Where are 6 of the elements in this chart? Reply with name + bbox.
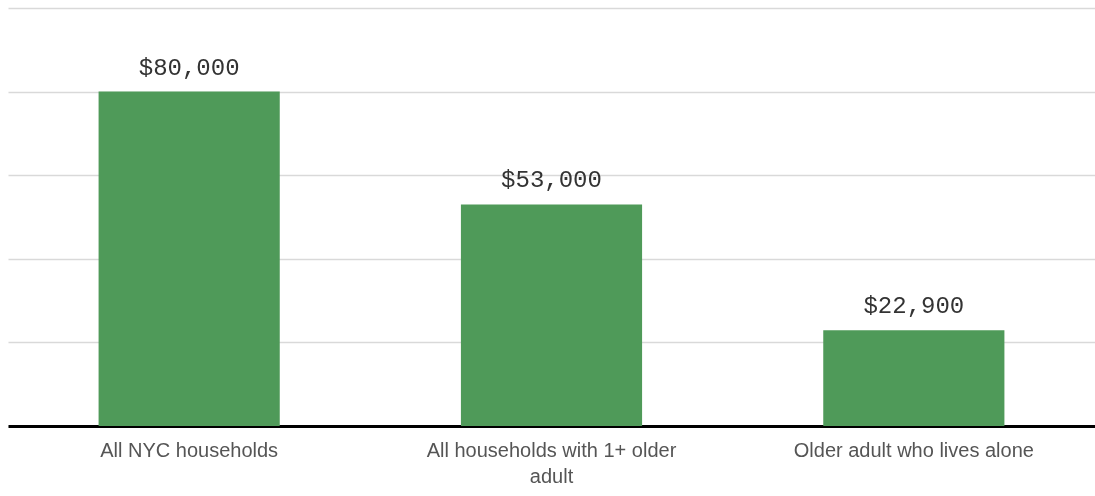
data-label: $53,000 (501, 167, 602, 195)
x-tick-label: All households with 1+ older adult (426, 438, 677, 487)
data-label: $80,000 (138, 54, 240, 82)
x-tick-label: Older adult who lives alone (793, 438, 1034, 461)
data-label: $22,900 (863, 293, 965, 321)
x-tick-label: All NYC households (100, 438, 279, 461)
